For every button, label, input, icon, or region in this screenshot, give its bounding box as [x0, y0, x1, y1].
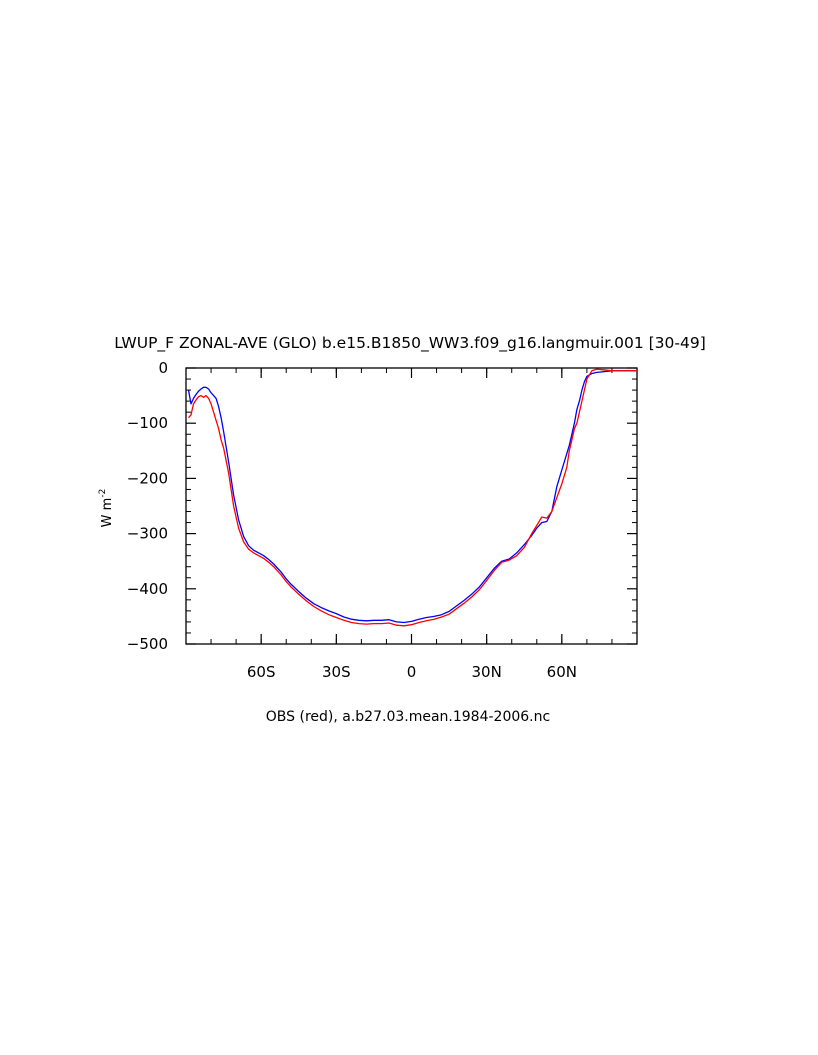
y-axis-title-main: W m [100, 498, 115, 528]
x-tick-label: 60S [247, 663, 276, 681]
y-axis-title: W m-2 [98, 489, 115, 528]
y-tick-label: −400 [127, 580, 168, 598]
series-line-model-blue [187, 370, 637, 624]
x-tick-label: 30S [322, 663, 351, 681]
chart-footer: OBS (red), a.b27.03.mean.1984-2006.nc [266, 709, 550, 725]
y-axis-labels: 0 −100 −200 −300 −400 −500 [127, 359, 168, 653]
series-lines [187, 368, 637, 627]
y-tick-label: −500 [127, 635, 168, 653]
x-axis-labels: 60S 30S 0 30N 60N [247, 663, 577, 681]
y-tick-label: −100 [127, 414, 168, 432]
x-tick-label: 30N [472, 663, 502, 681]
y-tick-label: 0 [158, 359, 168, 377]
y-tick-label: −300 [127, 525, 168, 543]
plot-frame [185, 367, 638, 645]
y-tick-label: −200 [127, 469, 168, 487]
x-tick-label: 0 [407, 663, 417, 681]
series-line-obs-red [188, 368, 637, 627]
chart-title: LWUP_F ZONAL-AVE (GLO) b.e15.B1850_WW3.f… [114, 334, 706, 353]
axis-ticks [186, 367, 637, 645]
y-axis-title-exponent: -2 [98, 489, 108, 498]
x-tick-label: 60N [547, 663, 577, 681]
